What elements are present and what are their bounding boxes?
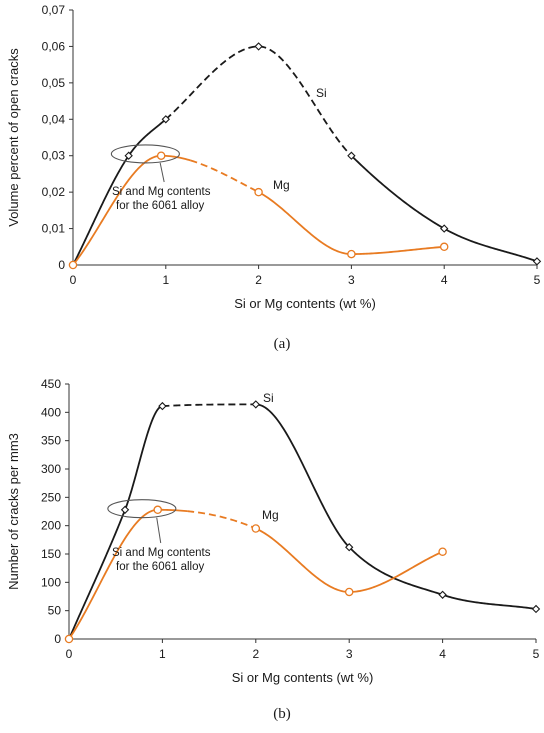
mg-data-point [254,187,263,197]
si-data-point [124,151,133,160]
y-tick-label: 0,04 [42,112,66,126]
x-tick-label: 3 [346,647,353,661]
chart-a: (a) 0 1 2 3 4 5 0 0,01 0,02 0,03 0,04 0,05 0,06 0,07 S… [6,3,542,352]
chart-b: (b) 0 1 2 3 4 5050100150200250300350400450Si … [6,377,541,722]
mg-series-line [190,159,256,192]
y-axis-title: Volume percent of open cracks [6,48,21,227]
si-series-line [68,405,163,640]
annotation-text-line1: Si and Mg contents [112,547,211,559]
y-tick-label: 200 [41,519,61,533]
y-tick-label: 150 [41,547,61,561]
x-tick-label: 1 [162,273,169,287]
x-tick-label: 1 [159,647,166,661]
mg-data-point [347,249,356,259]
highlight-ellipse [110,144,180,164]
y-tick-label: 300 [41,462,61,476]
si-series-line [162,403,258,407]
y-tick-label: 100 [41,575,61,589]
si-data-point [161,115,170,124]
mg-series-line [72,154,191,266]
y-axis-title: Number of cracks per mm3 [6,433,21,590]
y-tick-label: 0 [54,632,61,646]
si-data-point [254,42,263,51]
mg-data-point [438,547,447,556]
si-data-point [347,151,356,160]
y-tick-label: 250 [41,490,61,504]
y-tick-label: 400 [41,405,61,419]
y-tick-label: 0,06 [42,39,66,53]
annotation-leader-line [159,162,165,183]
x-tick-label: 3 [348,273,355,287]
y-tick-label: 0,05 [42,76,66,90]
x-tick-label: 4 [439,647,446,661]
x-tick-label: 2 [255,273,262,287]
y-tick-label: 0,07 [42,3,66,17]
si-data-point [531,604,541,614]
y-tick-label: 0,03 [42,149,66,163]
y-tick-label: 0,01 [42,222,66,236]
y-tick-label: 0 [58,258,65,272]
si-data-point [345,543,354,552]
mg-series-line [68,508,188,640]
x-tick-label: 4 [441,273,448,287]
caption-b: (b) [273,706,291,722]
si-series-label: Si [263,391,274,405]
y-tick-label: 350 [41,434,61,448]
si-series-line [257,403,537,610]
annotation-text-line2: for the 6061 alloy [116,561,204,573]
si-data-point [440,224,449,233]
mg-data-point [68,260,78,270]
x-tick-label: 2 [252,647,259,661]
mg-data-point [153,505,162,515]
annotation-leader-line [156,517,162,544]
si-data-point [120,505,130,514]
y-tick-label: 0,02 [42,185,66,199]
mg-series-line [252,526,443,593]
mg-series-line [187,510,253,528]
si-data-point [158,401,167,411]
x-tick-label: 5 [534,273,541,287]
x-axis-title: Si or Mg contents (wt %) [234,296,376,311]
x-tick-label: 0 [66,647,73,661]
annotation-text-line1: Si and Mg contents [112,186,211,198]
si-data-point [438,590,447,599]
mg-data-point [156,151,166,160]
si-series-line [165,45,354,158]
mg-data-point [251,524,261,533]
highlight-ellipse [107,499,177,519]
x-tick-label: 5 [533,647,540,661]
si-data-point [251,400,260,409]
caption-a: (a) [274,336,291,352]
si-data-point [532,257,542,266]
y-tick-label: 450 [41,377,61,391]
mg-series-line [254,189,445,255]
mg-series-label: Mg [262,508,279,522]
si-series-label: Si [316,86,327,100]
x-tick-label: 0 [70,273,77,287]
mg-series-label: Mg [273,178,290,192]
y-tick-label: 50 [48,604,62,618]
mg-data-point [439,242,449,252]
x-axis-title: Si or Mg contents (wt %) [232,670,374,685]
mg-data-point [64,634,74,644]
annotation-text-line2: for the 6061 alloy [116,200,204,212]
mg-data-point [344,587,354,597]
